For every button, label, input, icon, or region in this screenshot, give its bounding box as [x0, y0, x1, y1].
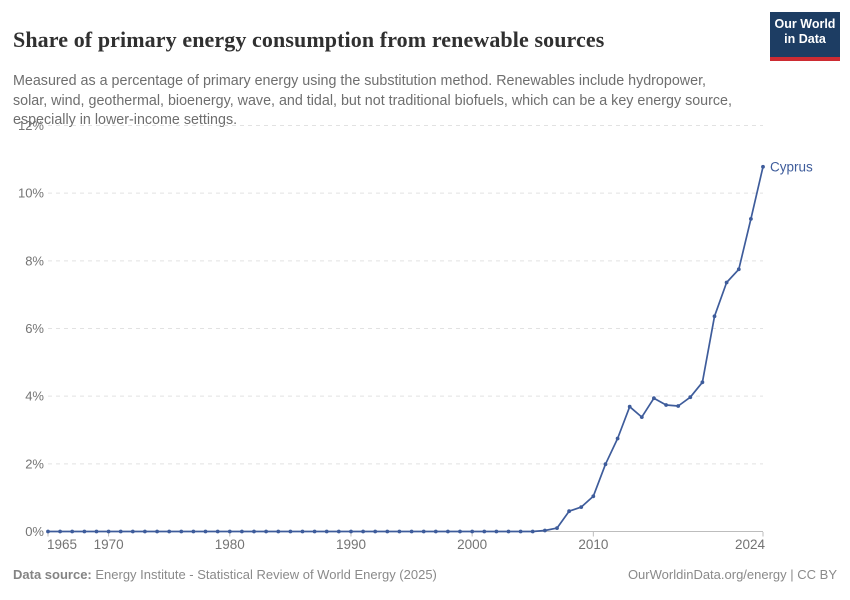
owid-logo-line-2: in Data	[784, 32, 826, 46]
data-point	[458, 529, 462, 534]
y-tick-label: 12%	[18, 118, 44, 133]
data-point	[700, 380, 705, 385]
x-tick-label: 2024	[735, 537, 766, 552]
x-tick-label: 1980	[215, 537, 245, 552]
data-point	[397, 529, 402, 534]
x-tick-label: 1990	[336, 537, 366, 552]
data-point	[664, 403, 668, 407]
y-tick-label: 10%	[18, 186, 44, 201]
x-tick-label: 1965	[47, 537, 77, 552]
y-tick-label: 8%	[25, 253, 44, 268]
data-point	[385, 529, 390, 534]
data-point	[761, 164, 765, 169]
data-point	[555, 526, 559, 530]
data-point	[446, 529, 450, 534]
data-point	[615, 436, 620, 441]
data-point	[227, 529, 232, 534]
data-point	[724, 280, 729, 285]
data-point	[252, 529, 256, 534]
data-point	[421, 529, 426, 534]
data-point	[143, 529, 147, 534]
data-point	[688, 395, 693, 400]
footer-rights-link[interactable]: OurWorldinData.org/energy | CC BY	[627, 567, 837, 582]
data-point	[373, 529, 378, 534]
data-point	[409, 529, 414, 534]
data-point	[506, 529, 511, 534]
footer-source-label: Data source:	[13, 567, 92, 582]
data-point	[179, 529, 184, 534]
data-point	[433, 529, 438, 534]
data-point	[118, 529, 123, 534]
data-point	[58, 529, 62, 534]
data-point	[191, 529, 196, 534]
chart-footer: Data source: Energy Institute - Statisti…	[13, 567, 837, 582]
data-point	[215, 529, 220, 534]
data-point	[567, 509, 571, 514]
y-tick-label: 0%	[25, 524, 44, 539]
data-point	[264, 529, 268, 534]
data-point	[712, 314, 717, 319]
data-point	[288, 529, 293, 534]
data-point	[167, 529, 172, 534]
data-point	[240, 529, 244, 534]
x-tick-label: 1970	[94, 537, 124, 552]
data-point	[579, 505, 584, 509]
owid-logo-line-1: Our World	[774, 17, 836, 31]
data-point	[336, 529, 341, 534]
chart-subtitle: Measured as a percentage of primary ener…	[13, 73, 732, 129]
data-point	[482, 529, 487, 534]
data-point	[94, 529, 99, 534]
footer-source-text: Energy Institute - Statistical Review of…	[91, 567, 437, 582]
chart-title: Share of primary energy consumption from…	[13, 26, 605, 52]
data-point	[736, 267, 741, 272]
data-point	[276, 529, 281, 534]
data-point	[155, 529, 160, 534]
x-tick-label: 2010	[578, 537, 608, 552]
data-point	[203, 529, 208, 534]
data-point	[470, 529, 475, 534]
data-point	[349, 529, 353, 534]
data-point	[494, 529, 499, 534]
data-point	[312, 529, 317, 534]
series-line	[48, 166, 764, 533]
y-tick-label: 6%	[25, 321, 44, 336]
data-point	[543, 528, 547, 533]
data-point	[82, 529, 87, 534]
y-tick-label: 2%	[25, 456, 44, 471]
data-point	[300, 529, 305, 534]
data-point	[639, 415, 644, 419]
data-point	[652, 396, 656, 401]
data-point	[324, 529, 329, 534]
data-point	[130, 529, 135, 534]
footer-source: Data source: Energy Institute - Statisti…	[13, 567, 437, 582]
series-end-label: Cyprus	[770, 159, 813, 174]
data-point	[70, 529, 75, 534]
x-tick-label: 2000	[457, 537, 487, 552]
owid-logo[interactable]: Our World in Data	[770, 12, 840, 61]
y-tick-label: 4%	[25, 389, 44, 404]
data-point	[518, 529, 523, 534]
data-point	[627, 404, 632, 409]
data-point	[749, 217, 753, 221]
data-point	[603, 462, 608, 467]
data-point	[106, 529, 111, 534]
data-point	[361, 529, 365, 534]
data-point	[676, 404, 681, 408]
data-point	[530, 529, 535, 534]
data-point	[46, 529, 50, 534]
data-point	[591, 494, 596, 499]
